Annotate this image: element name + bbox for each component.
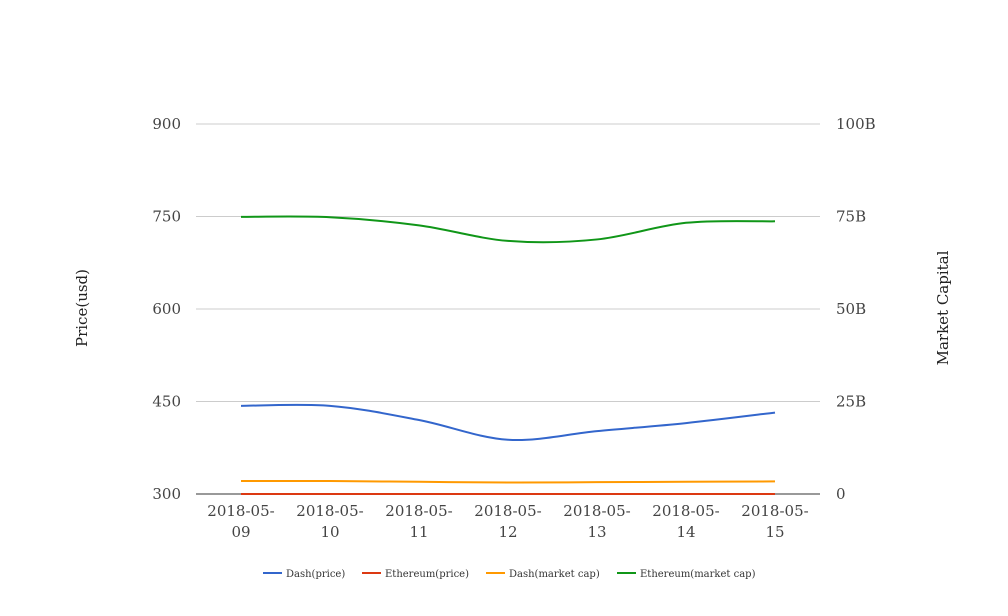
x-tick-label: 2018-05-09 bbox=[207, 502, 274, 541]
legend-label: Ethereum(price) bbox=[385, 569, 469, 580]
right-tick-label: 50B bbox=[836, 300, 866, 318]
left-tick-label: 900 bbox=[152, 115, 181, 133]
legend-label: Dash(market cap) bbox=[509, 569, 600, 580]
x-tick-label: 2018-05-14 bbox=[652, 502, 719, 541]
series-line-2 bbox=[240, 479, 776, 484]
left-tick-label: 600 bbox=[152, 300, 181, 318]
left-tick-label: 300 bbox=[152, 485, 181, 503]
x-tick-label: 2018-05-10 bbox=[296, 502, 363, 541]
x-tick-label: 2018-05-15 bbox=[741, 502, 808, 541]
right-axis-title: Market Capital bbox=[934, 250, 952, 365]
left-tick-label: 450 bbox=[152, 393, 181, 411]
gridlines bbox=[196, 123, 820, 495]
x-axis-ticks: 2018-05-09 2018-05-10 2018-05-11 2018-05-12… bbox=[207, 502, 808, 541]
x-tick-label: 2018-05-13 bbox=[563, 502, 630, 541]
x-tick-label: 2018-05-12 bbox=[474, 502, 541, 541]
left-tick-label: 750 bbox=[152, 208, 181, 226]
legend: Dash(price) Ethereum(price) Dash(market ca… bbox=[263, 569, 756, 580]
series-line-0 bbox=[240, 403, 776, 442]
left-axis-title: Price(usd) bbox=[73, 269, 91, 347]
right-axis-ticks: 0 25B 50B 75B 100B bbox=[836, 115, 876, 503]
x-tick-label: 2018-05-11 bbox=[385, 502, 452, 541]
right-tick-label: 75B bbox=[836, 208, 866, 226]
left-axis-ticks: 300 450 600 750 900 bbox=[152, 115, 181, 503]
series-line-3 bbox=[240, 215, 776, 244]
legend-label: Dash(price) bbox=[286, 569, 345, 580]
series-lines bbox=[240, 215, 776, 496]
right-tick-label: 100B bbox=[836, 115, 876, 133]
right-tick-label: 25B bbox=[836, 393, 866, 411]
right-tick-label: 0 bbox=[836, 485, 846, 503]
legend-label: Ethereum(market cap) bbox=[640, 569, 756, 580]
